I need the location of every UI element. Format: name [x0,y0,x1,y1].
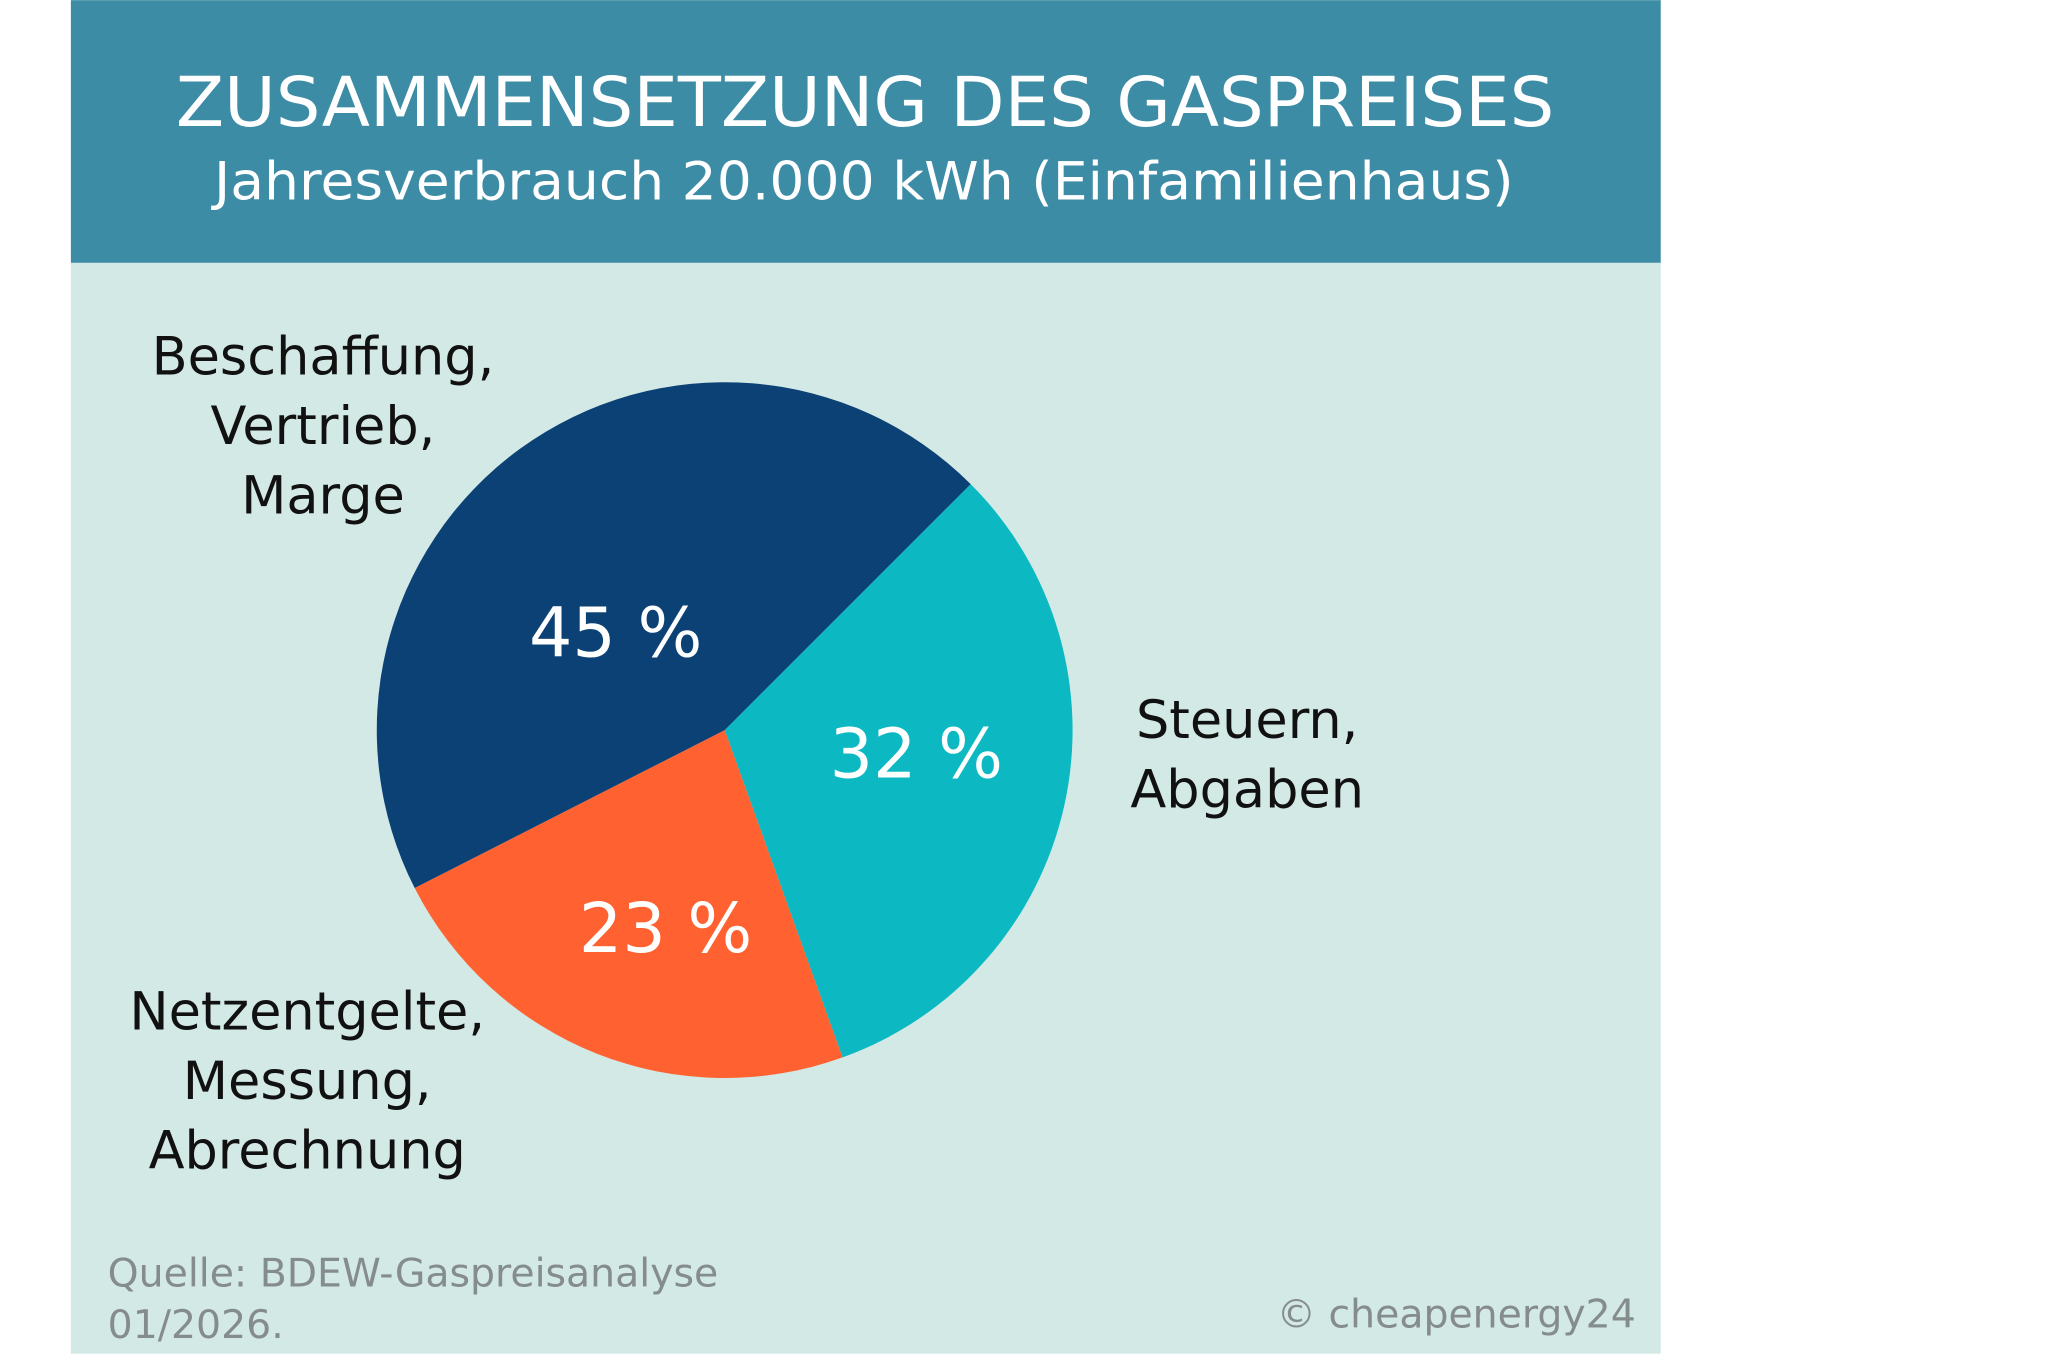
category-label-line: Steuern, [1136,690,1358,751]
category-label-steuern: Steuern, Abgaben [1130,690,1364,821]
value-label-netzentgelte: 23 % [579,890,752,969]
category-label-netzentgelte: Netzentgelte, Messung, Abrechnung [129,981,485,1181]
category-label-line: Beschaffung, [152,326,495,387]
value-label-steuern: 32 % [830,715,1003,794]
pie [376,382,1073,1079]
copyright-note: © cheapenergy24 [1277,1291,1636,1337]
chart-title: ZUSAMMENSETZUNG DES GASPREISES [176,64,1554,143]
category-label-line: Netzentgelte, [129,981,485,1042]
pie-slice-netzentgelte [414,730,843,1079]
category-label-line: Marge [241,465,405,526]
category-label-line: Abrechnung [149,1121,466,1182]
header-banner [70,0,1661,263]
category-label-line: Messung, [183,1051,432,1112]
category-label-line: Vertrieb, [211,396,436,457]
category-label-beschaffung: Beschaffung, Vertrieb, Marge [152,326,495,526]
pie-slice-beschaffung [376,382,971,889]
pie-slice-steuern [724,484,1073,1058]
category-label-line: Abgaben [1130,760,1364,821]
value-label-beschaffung: 45 % [529,595,702,674]
chart-subtitle: Jahresverbrauch 20.000 kWh (Einfamilienh… [211,152,1514,213]
source-note-line1: Quelle: BDEW-Gaspreisanalyse [108,1251,719,1297]
source-note-line2: 01/2026. [108,1302,284,1348]
